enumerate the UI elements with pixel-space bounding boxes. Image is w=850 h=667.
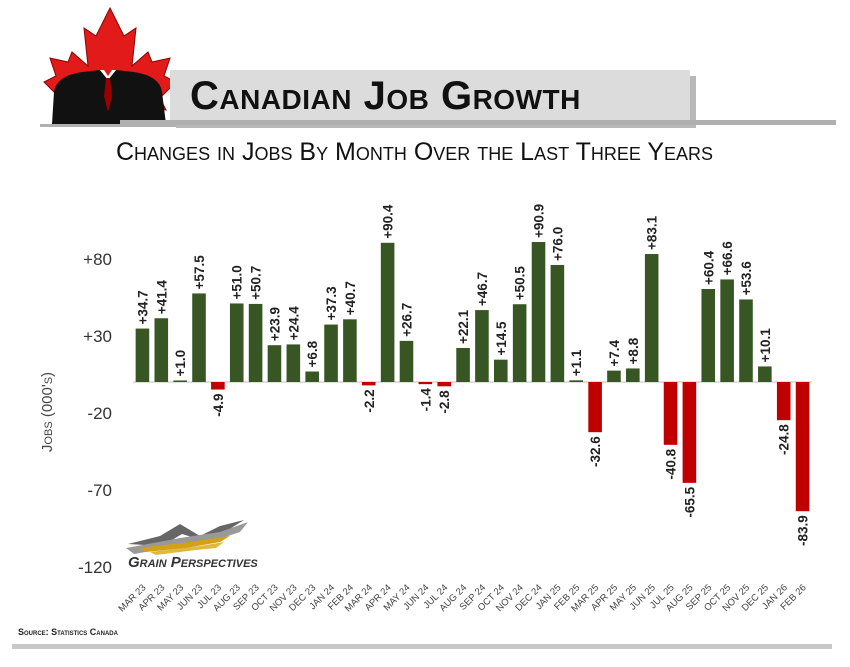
data-label: +6.8 [305,340,320,367]
bar-may-24 [399,340,414,382]
data-label: -32.6 [588,436,603,467]
bar-aug-23 [229,303,244,382]
data-label: +83.1 [645,215,660,250]
bar-apr-25 [607,370,621,382]
bar-dec-25 [758,366,772,382]
bar-nov-24 [512,304,527,382]
bar-jan-25 [550,264,565,382]
bar-feb-25 [569,380,584,382]
data-label: +40.7 [343,281,358,315]
data-label: +51.0 [230,265,245,299]
bar-mar-23 [135,328,150,382]
data-label: +1.0 [173,350,188,377]
logo-text: Grain Perspectives [128,554,258,571]
bar-dec-23 [305,371,319,382]
data-label: +10.1 [758,328,773,363]
y-axis-title: Jobs (000's) [39,372,56,452]
y-tick-label: +30 [83,327,112,346]
bar-jun-23 [192,293,206,382]
bar-nov-23 [286,344,301,382]
bar-jul-24 [437,382,451,387]
data-label: +1.1 [569,349,584,376]
data-label: +41.4 [154,280,169,315]
bar-oct-23 [267,345,282,382]
bar-apr-23 [154,318,169,382]
data-label: -2.2 [362,389,377,412]
bar-sep-25 [701,288,716,382]
data-label: +53.6 [739,261,754,296]
bar-sep-23 [248,303,263,382]
source-note: Source: Statistics Canada [18,627,118,637]
data-label: -24.8 [777,424,792,455]
bar-may-25 [626,368,640,382]
data-label: +8.8 [626,337,641,364]
data-label: +23.9 [267,307,282,341]
bar-feb-26 [795,382,810,512]
data-label: -65.5 [682,486,697,517]
data-label: +90.4 [381,204,396,239]
bar-aug-25 [682,382,697,483]
bar-jun-24 [418,382,433,385]
data-label: +37.3 [324,286,339,321]
data-label: +76.0 [550,227,565,261]
bar-jan-24 [324,324,338,382]
chart-subtitle: Changes in Jobs By Month Over the Last T… [116,138,714,166]
data-label: -1.4 [418,388,433,412]
data-label: +60.4 [701,250,716,285]
bar-jun-25 [644,254,659,382]
chart-title: Canadian Job Growth [190,74,581,118]
y-tick-label: -70 [87,481,112,500]
data-label: +14.5 [494,321,509,356]
bar-jul-25 [663,382,678,445]
bar-may-23 [173,380,187,382]
bar-apr-24 [380,242,395,382]
bar-oct-24 [494,359,508,382]
bottom-divider [12,644,832,649]
title-banner [170,70,690,122]
data-label: +50.7 [249,266,264,300]
y-tick-label: -120 [78,558,112,577]
grain-perspectives-logo-mark [126,520,248,555]
data-label: +26.7 [399,303,414,337]
y-tick-label: +80 [83,250,112,269]
title-underline [120,120,836,125]
data-label: +90.9 [532,204,547,238]
bar-oct-25 [720,279,734,382]
data-label: +24.4 [286,306,301,341]
bar-jan-26 [776,382,791,421]
data-label: -40.8 [664,448,679,479]
bar-jul-23 [211,382,225,390]
bar-feb-24 [343,319,357,382]
data-label: -2.8 [437,390,452,414]
bar-dec-24 [531,242,546,382]
y-tick-label: -20 [87,404,112,423]
data-label: +22.1 [456,309,471,344]
bar-nov-25 [739,299,753,382]
bar-aug-24 [456,347,470,382]
data-label: +34.7 [135,290,150,324]
data-label: -83.9 [796,515,811,546]
data-label: +7.4 [607,339,622,366]
bar-sep-24 [475,310,489,382]
data-label: +57.5 [192,255,207,290]
mountain-icon [128,520,244,546]
maple-leaf-logo [40,6,180,127]
data-label: +50.5 [513,266,528,301]
data-label: +66.6 [720,241,735,276]
bar-mar-25 [588,382,602,433]
data-label: -4.9 [211,394,226,417]
data-label: +46.7 [475,272,490,306]
bar-mar-24 [361,382,376,386]
